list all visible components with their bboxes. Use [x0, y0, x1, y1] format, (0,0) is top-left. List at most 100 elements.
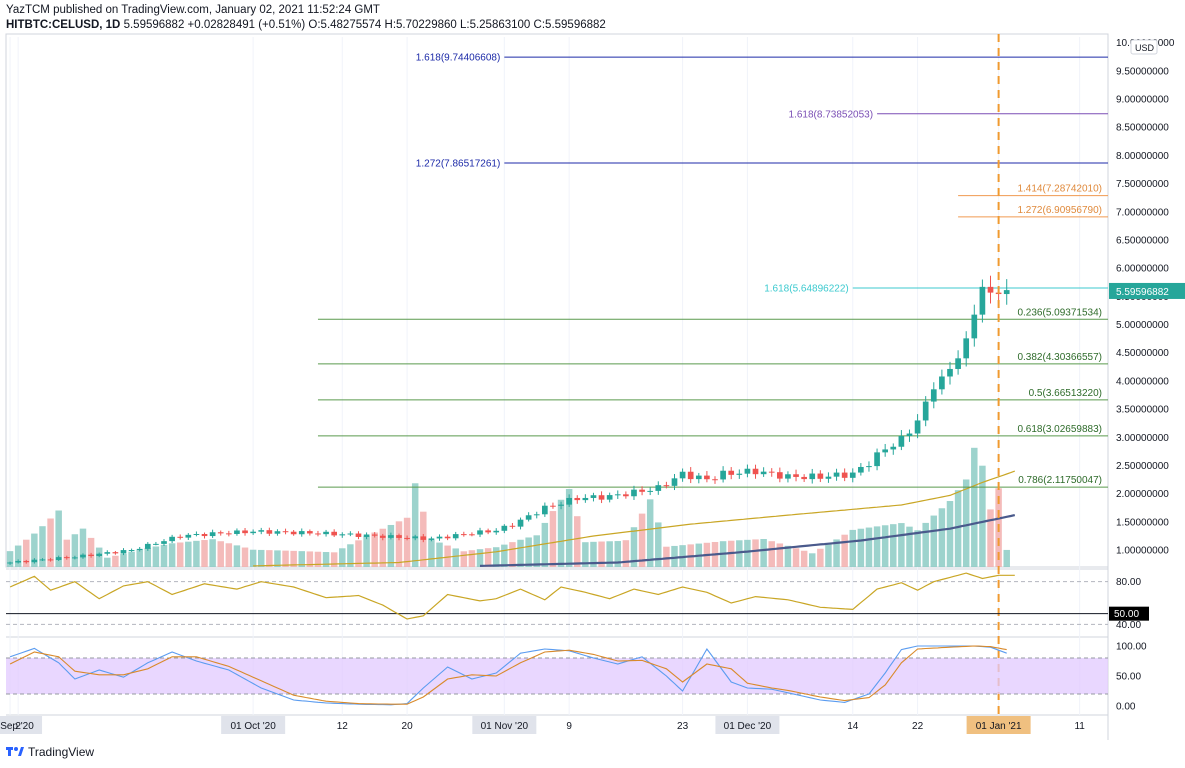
- candle-body: [485, 530, 491, 533]
- candle-body: [574, 497, 581, 501]
- volume-bar: [160, 544, 168, 567]
- volume-bar: [671, 545, 678, 567]
- candle-body: [347, 533, 354, 535]
- x-label-badge: [221, 716, 286, 734]
- volume-bar: [954, 490, 962, 567]
- candle-body: [444, 536, 451, 539]
- currency-badge: [1130, 39, 1158, 55]
- candle-body: [712, 479, 718, 481]
- ohlc-line: HITBTC:CELUSD, 1D 5.59596882 +0.02828491…: [6, 18, 606, 33]
- price-chart[interactable]: 1.00000000 1.50000000 2.00000000 2.50000000…: [0, 0, 1185, 745]
- candle-body: [728, 470, 735, 475]
- candle-body: [793, 474, 799, 477]
- candle-body: [736, 473, 743, 475]
- candle-body: [566, 497, 572, 505]
- tradingview-brand: TradingView: [28, 745, 95, 759]
- volume-bar: [387, 524, 395, 567]
- volume-bar: [436, 542, 443, 567]
- open-value: O:5.48275574: [308, 19, 382, 31]
- volume-bar: [979, 465, 986, 567]
- x-tick-label: 01 Dec '20: [724, 721, 772, 732]
- candle-body: [1003, 290, 1010, 295]
- volume-bar: [322, 552, 330, 567]
- y-tick-label: 3.50000000: [1116, 405, 1169, 416]
- candle-body: [396, 535, 402, 538]
- fib-level-label: 1.618(8.73852053): [789, 109, 874, 120]
- volume-bar: [614, 541, 622, 567]
- candle-body: [452, 534, 459, 539]
- volume-bar: [371, 532, 378, 567]
- candle-body: [234, 530, 240, 534]
- volume-bar: [736, 540, 743, 567]
- candle-body: [963, 338, 970, 359]
- volume-bar: [152, 546, 160, 567]
- candle-body: [153, 543, 159, 545]
- volume-bar: [476, 549, 484, 567]
- volume-bar: [792, 548, 800, 567]
- chart-header: YazTCM published on TradingView.com, Jan…: [6, 3, 606, 33]
- candle-body: [598, 495, 605, 500]
- volume-bar: [663, 546, 670, 567]
- candle-body: [72, 557, 78, 559]
- volume-bar: [962, 479, 970, 567]
- volume-bar: [39, 526, 46, 567]
- candle-body: [428, 538, 435, 540]
- candle-body: [290, 531, 297, 535]
- volume-bar: [598, 541, 605, 567]
- y-tick-label: 6.00000000: [1116, 264, 1169, 275]
- volume-bar: [444, 545, 451, 567]
- candle-body: [647, 490, 654, 492]
- volume-bar: [355, 540, 362, 567]
- candle-body: [501, 525, 508, 531]
- volume-bar: [290, 550, 297, 567]
- candle-body: [161, 541, 167, 544]
- volume-bar: [47, 518, 54, 567]
- volume-bar: [987, 509, 994, 567]
- candle-body: [720, 470, 726, 480]
- candle-body: [768, 471, 775, 473]
- volume-bar: [784, 545, 792, 567]
- stoch-0-label: 0.00: [1116, 702, 1136, 713]
- candle-body: [614, 494, 621, 496]
- candle-body: [177, 536, 184, 538]
- volume-bar: [347, 544, 354, 567]
- candle-body: [258, 530, 265, 532]
- candle-body: [825, 476, 832, 479]
- tradingview-logo-icon: [6, 747, 24, 756]
- candle-body: [112, 552, 119, 554]
- candle-body: [833, 472, 840, 477]
- candle-body: [801, 476, 807, 480]
- volume-bar: [630, 527, 638, 567]
- candle-body: [120, 550, 127, 554]
- footer: TradingView: [6, 745, 94, 759]
- volume-bar: [339, 548, 346, 567]
- volume-bar: [906, 526, 913, 567]
- fib-level-label: 0.236(5.09371534): [1017, 307, 1102, 318]
- volume-bar: [274, 550, 281, 567]
- candle-body: [388, 535, 394, 538]
- candle-body: [88, 554, 94, 557]
- y-tick-label: 5.00000000: [1116, 320, 1169, 331]
- last-price-label: 5.59596882: [1116, 287, 1169, 298]
- volume-bar: [946, 501, 954, 567]
- y-tick-label: 2.50000000: [1116, 461, 1169, 472]
- x-label-badge: [0, 716, 43, 734]
- candle-body: [582, 497, 589, 501]
- candle-body: [971, 314, 978, 339]
- fib-level-label: 0.618(3.02659883): [1017, 424, 1102, 435]
- candle-body: [533, 514, 540, 516]
- candle-body: [298, 531, 305, 535]
- candle-body: [323, 531, 329, 535]
- volume-bar: [914, 530, 921, 567]
- volume-bar: [306, 551, 314, 567]
- candle-body: [144, 543, 151, 549]
- x-tick-label: 9: [566, 721, 572, 732]
- y-tick-label: 1.50000000: [1116, 517, 1169, 528]
- volume-bar: [857, 528, 865, 567]
- candle-body: [785, 474, 791, 479]
- volume-bar: [484, 548, 492, 567]
- y-tick-label: 4.00000000: [1116, 376, 1169, 387]
- volume-bar: [63, 539, 71, 567]
- candle-body: [987, 286, 994, 293]
- candle-body: [47, 559, 54, 561]
